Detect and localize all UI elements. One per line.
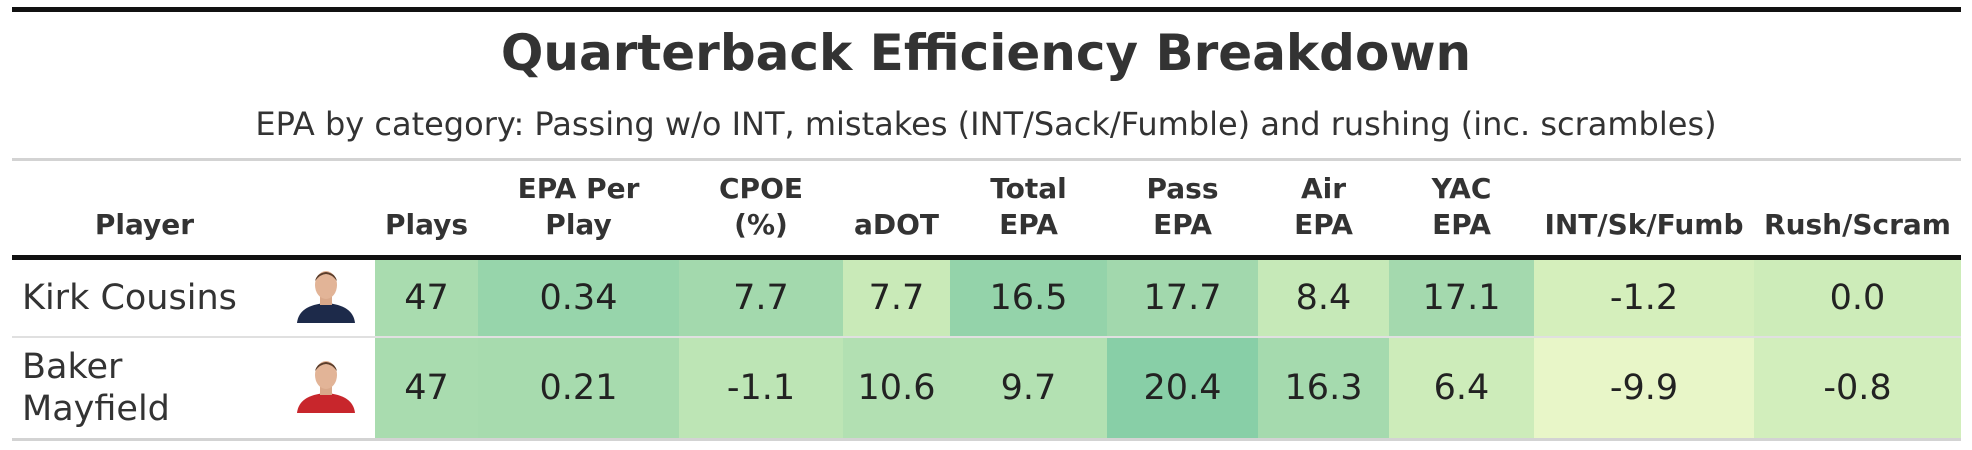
player-name: Kirk Cousins	[22, 277, 237, 318]
data-cell: 0.21	[478, 336, 679, 440]
player-row: Kirk Cousins 47 0.34 7.7 7.7 16.5 17.7 8.4 17.1…	[12, 257, 1961, 337]
top-rule	[12, 7, 1961, 12]
column-header: YAC EPA	[1389, 160, 1534, 258]
data-cell: 17.7	[1107, 257, 1258, 337]
data-cell: 9.7	[950, 336, 1107, 440]
player-header: Player	[94, 208, 195, 241]
column-header: Total EPA	[950, 160, 1107, 258]
table: Player Plays EPA Per Play CPOE (%) aDOT Total EP…	[12, 158, 1961, 441]
header-row: Player Plays EPA Per Play CPOE (%) aDOT Total EP…	[12, 159, 1961, 258]
header-line: EPA	[1153, 208, 1212, 241]
data-cell: 0.34	[478, 257, 679, 337]
data-cell: 0.0	[1754, 257, 1961, 337]
column-header: Plays	[375, 160, 478, 258]
column-header: aDOT	[843, 160, 950, 258]
column-header: EPA Per Play	[478, 160, 679, 258]
data-cell: 16.3	[1258, 336, 1389, 440]
subtitle: EPA by category: Passing w/o INT, mistak…	[255, 105, 1717, 143]
header-line: (%)	[734, 208, 788, 241]
header-line: Rush/Scram	[1764, 208, 1951, 241]
data-cell: 7.7	[679, 257, 843, 337]
data-cell: -1.1	[679, 336, 843, 440]
data-cell: 16.5	[950, 257, 1107, 337]
header-line: EPA	[1432, 208, 1491, 241]
player-row: Baker Mayfield 47 0.21 -1.1 10.6 9.7 20.4 16.3…	[12, 336, 1961, 440]
header-line: EPA	[999, 208, 1058, 241]
header-line: EPA Per	[517, 172, 640, 205]
column-header: Pass EPA	[1107, 160, 1258, 258]
header-line: Total	[990, 172, 1067, 205]
data-cell: 8.4	[1258, 257, 1389, 337]
header-line: CPOE	[719, 172, 803, 205]
header-line: Play	[545, 208, 612, 241]
headshot	[297, 361, 355, 414]
column-header: Rush/Scram	[1754, 160, 1961, 258]
column-header: INT/Sk/Fumb	[1534, 160, 1754, 258]
headshot-header	[277, 160, 375, 258]
header-line: Plays	[384, 208, 469, 241]
header-line: YAC	[1431, 172, 1492, 205]
data-cell: 47	[375, 336, 478, 440]
headshot-cell	[277, 337, 375, 440]
data-cell: -1.2	[1534, 257, 1754, 337]
header-line: Air	[1300, 172, 1347, 205]
header-line: Pass	[1146, 172, 1219, 205]
data-cell: -0.8	[1754, 336, 1961, 440]
header-line: INT/Sk/Fumb	[1544, 208, 1744, 241]
headshot	[297, 271, 355, 324]
column-header: Air EPA	[1258, 160, 1389, 258]
data-cell: 17.1	[1389, 257, 1534, 337]
data-cell: 20.4	[1107, 336, 1258, 440]
headshot-cell	[277, 258, 375, 337]
table-body: Kirk Cousins 47 0.34 7.7 7.7 16.5 17.7 8.4 17.1…	[12, 257, 1961, 440]
header-line: aDOT	[853, 208, 940, 241]
data-cell: 7.7	[843, 257, 950, 337]
data-cell: -9.9	[1534, 336, 1754, 440]
data-cell: 47	[375, 257, 478, 337]
header-line: EPA	[1294, 208, 1353, 241]
data-cell: 6.4	[1389, 336, 1534, 440]
title: Quarterback Efficiency Breakdown	[500, 24, 1472, 82]
player-name: Baker Mayfield	[22, 346, 170, 429]
data-cell: 10.6	[843, 336, 950, 440]
column-header: CPOE (%)	[679, 160, 843, 258]
